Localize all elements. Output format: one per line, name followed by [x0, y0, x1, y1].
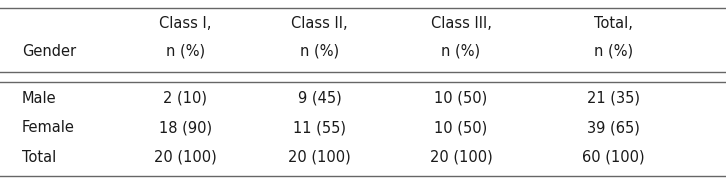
Text: n (%): n (%) — [166, 44, 205, 59]
Text: Class I,: Class I, — [159, 16, 211, 31]
Text: n (%): n (%) — [300, 44, 339, 59]
Text: 20 (100): 20 (100) — [430, 150, 492, 165]
Text: Total,: Total, — [594, 16, 633, 31]
Text: 9 (45): 9 (45) — [298, 91, 341, 106]
Text: Gender: Gender — [22, 44, 76, 59]
Text: 20 (100): 20 (100) — [154, 150, 216, 165]
Text: 18 (90): 18 (90) — [158, 120, 212, 135]
Text: Class III,: Class III, — [431, 16, 492, 31]
Text: n (%): n (%) — [594, 44, 633, 59]
Text: 11 (55): 11 (55) — [293, 120, 346, 135]
Text: Class II,: Class II, — [291, 16, 348, 31]
Text: 10 (50): 10 (50) — [434, 91, 488, 106]
Text: 2 (10): 2 (10) — [163, 91, 207, 106]
Text: 20 (100): 20 (100) — [288, 150, 351, 165]
Text: 10 (50): 10 (50) — [434, 120, 488, 135]
Text: n (%): n (%) — [441, 44, 481, 59]
Text: 39 (65): 39 (65) — [587, 120, 640, 135]
Text: 21 (35): 21 (35) — [587, 91, 640, 106]
Text: Total: Total — [22, 150, 56, 165]
Text: Female: Female — [22, 120, 75, 135]
Text: 60 (100): 60 (100) — [582, 150, 645, 165]
Text: Male: Male — [22, 91, 57, 106]
